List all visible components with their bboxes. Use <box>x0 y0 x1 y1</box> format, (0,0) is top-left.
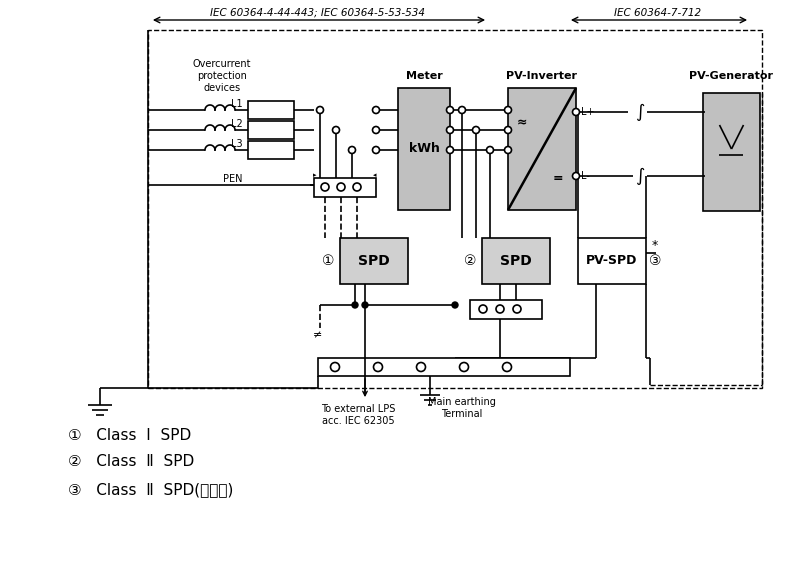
Text: IEC 60364-7-712: IEC 60364-7-712 <box>615 8 701 18</box>
Text: ①: ① <box>322 254 335 268</box>
Circle shape <box>504 106 511 114</box>
Circle shape <box>458 106 466 114</box>
Text: ▸: ▸ <box>313 172 316 178</box>
Text: L2: L2 <box>231 119 243 129</box>
Text: PV-Generator: PV-Generator <box>690 71 773 81</box>
Circle shape <box>417 363 425 372</box>
Circle shape <box>496 305 504 313</box>
Circle shape <box>459 363 469 372</box>
Circle shape <box>372 127 380 133</box>
Circle shape <box>373 363 383 372</box>
Circle shape <box>447 106 454 114</box>
Text: Main earthing
Terminal: Main earthing Terminal <box>428 397 496 419</box>
Circle shape <box>504 127 511 133</box>
Circle shape <box>372 106 380 114</box>
Text: PEN: PEN <box>223 174 243 184</box>
Text: Meter: Meter <box>406 71 443 81</box>
Text: ③: ③ <box>649 254 661 268</box>
Bar <box>578 238 646 284</box>
Circle shape <box>362 302 368 308</box>
Bar <box>314 178 376 197</box>
Text: ∫: ∫ <box>635 167 645 185</box>
Circle shape <box>513 305 521 313</box>
Text: ≠: ≠ <box>313 330 323 340</box>
Text: SPD: SPD <box>500 254 532 268</box>
Text: PV-Inverter: PV-Inverter <box>507 71 578 81</box>
Circle shape <box>479 305 487 313</box>
Circle shape <box>353 183 361 191</box>
Text: IEC 60364-4-44-443; IEC 60364-5-53-534: IEC 60364-4-44-443; IEC 60364-5-53-534 <box>211 8 425 18</box>
Text: *: * <box>652 239 658 252</box>
Bar <box>340 238 408 284</box>
Circle shape <box>352 302 358 308</box>
Circle shape <box>331 363 339 372</box>
Circle shape <box>573 109 579 115</box>
Circle shape <box>447 146 454 154</box>
Circle shape <box>447 127 454 133</box>
Text: PV-SPD: PV-SPD <box>586 254 638 267</box>
Bar <box>508 88 576 210</box>
Text: To external LPS
acc. IEC 62305: To external LPS acc. IEC 62305 <box>321 404 395 426</box>
Text: kWh: kWh <box>409 142 439 155</box>
Bar <box>703 93 760 211</box>
Bar <box>318 358 570 376</box>
Circle shape <box>337 183 345 191</box>
Circle shape <box>473 127 480 133</box>
Circle shape <box>332 127 339 133</box>
Bar <box>398 88 450 210</box>
Text: L-: L- <box>581 171 590 181</box>
Circle shape <box>316 106 323 114</box>
Text: L1: L1 <box>231 99 243 109</box>
Bar <box>248 101 294 119</box>
Bar <box>248 141 294 159</box>
Text: ∫: ∫ <box>635 103 645 121</box>
Text: SPD: SPD <box>358 254 390 268</box>
Circle shape <box>504 146 511 154</box>
Circle shape <box>372 146 380 154</box>
Text: ③   Class  Ⅱ  SPD(직류용): ③ Class Ⅱ SPD(직류용) <box>68 482 234 498</box>
Bar <box>482 238 550 284</box>
Circle shape <box>452 302 458 308</box>
Text: ②: ② <box>464 254 477 268</box>
Circle shape <box>487 146 493 154</box>
Bar <box>470 300 542 319</box>
Text: =: = <box>552 172 563 185</box>
Text: ②   Class  Ⅱ  SPD: ② Class Ⅱ SPD <box>68 454 194 470</box>
Circle shape <box>321 183 329 191</box>
Text: Overcurrent
protection
devices: Overcurrent protection devices <box>193 60 251 92</box>
Bar <box>148 30 762 388</box>
Text: L+: L+ <box>581 107 594 117</box>
Circle shape <box>503 363 511 372</box>
Text: ≈: ≈ <box>517 117 527 129</box>
Text: ◂: ◂ <box>373 172 377 178</box>
Circle shape <box>573 172 579 180</box>
Bar <box>248 121 294 139</box>
Circle shape <box>349 146 356 154</box>
Text: L3: L3 <box>231 139 243 149</box>
Text: ①   Class  Ⅰ  SPD: ① Class Ⅰ SPD <box>68 427 191 443</box>
